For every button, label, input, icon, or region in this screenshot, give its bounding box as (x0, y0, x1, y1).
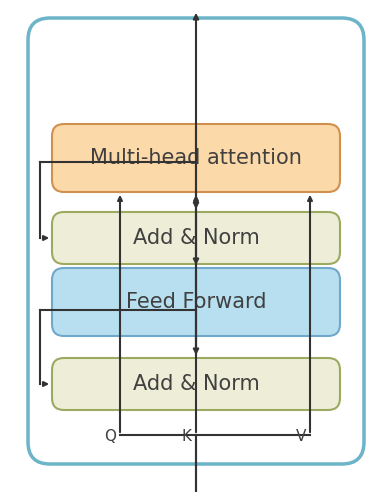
Text: Q: Q (104, 429, 116, 444)
Text: K: K (182, 429, 192, 444)
Text: Add & Norm: Add & Norm (132, 228, 260, 248)
FancyBboxPatch shape (52, 212, 340, 264)
FancyBboxPatch shape (28, 18, 364, 464)
Text: Multi-head attention: Multi-head attention (90, 148, 302, 168)
Text: Feed Forward: Feed Forward (126, 292, 266, 312)
Text: V: V (296, 429, 306, 444)
FancyBboxPatch shape (52, 124, 340, 192)
FancyBboxPatch shape (52, 268, 340, 336)
FancyBboxPatch shape (52, 358, 340, 410)
Text: Add & Norm: Add & Norm (132, 374, 260, 394)
